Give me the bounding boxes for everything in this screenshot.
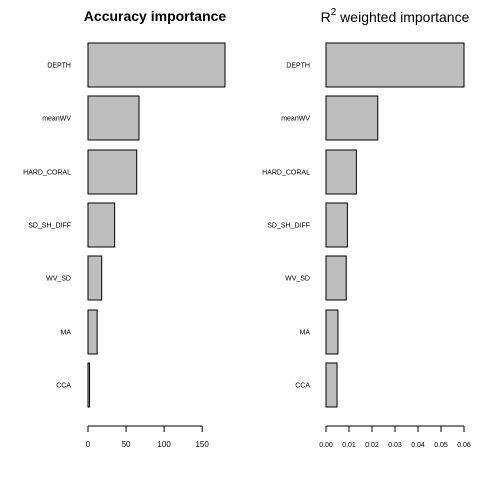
r2-category-labels: DEPTH meanWV HARD_CORAL SD_SH_DIFF WV_SD MA CC… xyxy=(262,63,310,390)
r2-bar-wv-sd xyxy=(325,255,347,301)
r2-label-meanwv: meanWV xyxy=(281,116,310,123)
r2-tick-label-2: 0.02 xyxy=(365,442,379,449)
accuracy-bars xyxy=(87,42,226,408)
r2-title-superscript: 2 xyxy=(331,7,337,18)
accuracy-bar-depth xyxy=(87,42,226,88)
r2-weighted-importance-panel: R2 weighted importance DEPTH meanWV HARD_C… xyxy=(262,7,471,449)
accuracy-bar-meanwv xyxy=(87,95,140,141)
r2-bar-cca xyxy=(325,362,338,408)
r2-tick-label-3: 0.03 xyxy=(388,442,402,449)
r2-label-hard-coral: HARD_CORAL xyxy=(262,170,310,177)
accuracy-importance-title: Accuracy importance xyxy=(84,8,227,24)
r2-bar-depth xyxy=(325,42,465,88)
r2-bar-ma xyxy=(325,309,339,355)
accuracy-label-hard-coral: HARD_CORAL xyxy=(23,170,71,177)
accuracy-importance-panel: Accuracy importance DEPTH meanWV HARD_CORA… xyxy=(23,8,226,449)
r2-label-wv-sd: WV_SD xyxy=(285,276,310,283)
accuracy-tick-label-2: 100 xyxy=(157,440,171,449)
accuracy-label-meanwv: meanWV xyxy=(42,116,71,123)
accuracy-bar-sd-sh-diff xyxy=(87,202,116,248)
accuracy-category-labels: DEPTH meanWV HARD_CORAL SD_SH_DIFF WV_SD MA CC… xyxy=(23,63,71,390)
r2-label-depth: DEPTH xyxy=(286,63,310,70)
accuracy-label-cca: CCA xyxy=(56,383,71,390)
accuracy-tick-label-3: 150 xyxy=(195,440,209,449)
r2-tick-label-0: 0.00 xyxy=(319,442,333,449)
r2-tick-label-5: 0.05 xyxy=(434,442,448,449)
accuracy-tick-label-1: 50 xyxy=(122,440,131,449)
r2-label-sd-sh-diff: SD_SH_DIFF xyxy=(267,223,310,230)
r2-title-rest: weighted importance xyxy=(336,9,469,25)
r2-bars xyxy=(325,42,465,408)
accuracy-bar-cca xyxy=(87,362,91,408)
r2-x-axis: 0.00 0.01 0.02 0.03 0.04 0.05 0.06 xyxy=(319,425,471,449)
accuracy-x-axis: 0 50 100 150 xyxy=(86,425,209,449)
accuracy-bar-wv-sd xyxy=(87,255,103,301)
accuracy-label-sd-sh-diff: SD_SH_DIFF xyxy=(28,223,71,230)
r2-bar-sd-sh-diff xyxy=(325,202,348,248)
r2-label-ma: MA xyxy=(300,330,311,337)
accuracy-bar-ma xyxy=(87,309,98,355)
accuracy-label-wv-sd: WV_SD xyxy=(46,276,71,283)
r2-tick-label-1: 0.01 xyxy=(342,442,356,449)
r2-tick-label-4: 0.04 xyxy=(411,442,425,449)
accuracy-label-ma: MA xyxy=(61,330,72,337)
accuracy-tick-label-0: 0 xyxy=(86,440,91,449)
r2-weighted-importance-title: R2 weighted importance xyxy=(321,7,470,25)
r2-label-cca: CCA xyxy=(295,383,310,390)
r2-bar-meanwv xyxy=(325,95,379,141)
r2-tick-label-6: 0.06 xyxy=(457,442,471,449)
accuracy-bar-hard-coral xyxy=(87,149,138,195)
r2-bar-hard-coral xyxy=(325,149,357,195)
accuracy-label-depth: DEPTH xyxy=(47,63,71,70)
r2-title-base: R xyxy=(321,9,331,25)
